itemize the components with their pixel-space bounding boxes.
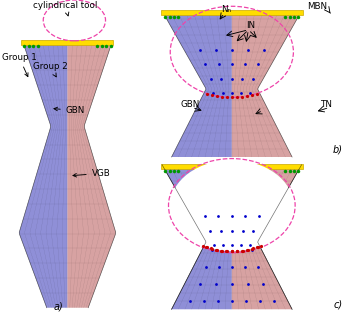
Bar	[161, 164, 302, 169]
Polygon shape	[232, 11, 302, 157]
Text: Nₙ: Nₙ	[221, 5, 231, 14]
Text: IN: IN	[246, 21, 255, 30]
Text: TN: TN	[320, 100, 332, 109]
Text: c): c)	[334, 300, 343, 310]
Polygon shape	[67, 41, 116, 308]
Bar	[161, 10, 302, 15]
Text: MBN: MBN	[307, 3, 327, 11]
Text: GBN: GBN	[54, 106, 85, 115]
Text: VGB: VGB	[73, 169, 110, 178]
Text: Group 2: Group 2	[33, 62, 67, 77]
Text: cylindrical tool: cylindrical tool	[33, 1, 97, 16]
Polygon shape	[162, 165, 232, 309]
Polygon shape	[19, 41, 67, 308]
Ellipse shape	[170, 160, 293, 251]
Text: GBN: GBN	[181, 100, 200, 109]
Polygon shape	[162, 11, 232, 157]
Bar	[21, 40, 113, 45]
Text: a): a)	[54, 301, 63, 311]
Text: Group 1: Group 1	[2, 53, 36, 77]
Text: b): b)	[333, 144, 343, 154]
Polygon shape	[232, 165, 302, 309]
